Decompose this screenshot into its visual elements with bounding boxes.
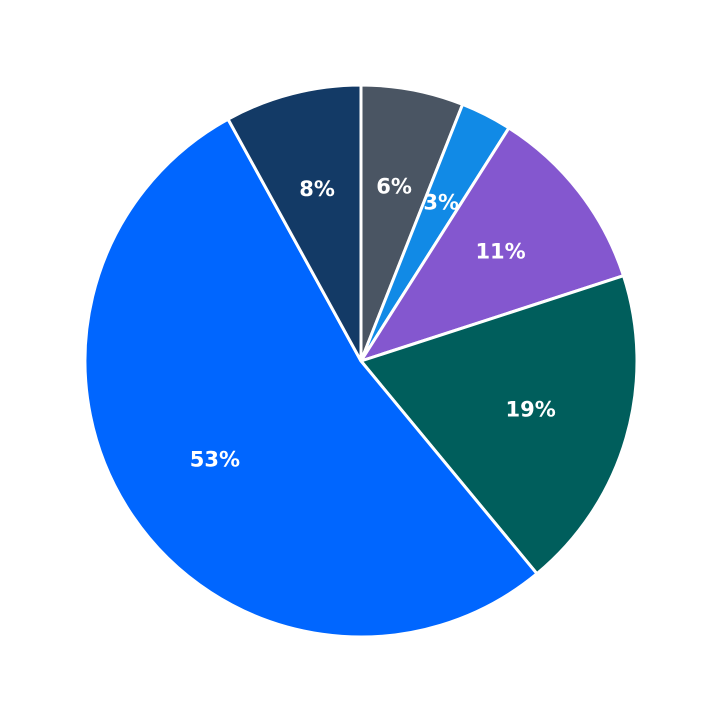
slice-label: 53% xyxy=(190,447,240,471)
slice-label: 19% xyxy=(505,397,555,421)
pie-slice xyxy=(226,83,363,363)
slice-label: 11% xyxy=(475,240,525,264)
pie-slice xyxy=(83,117,539,639)
slice-label: 6% xyxy=(376,174,412,198)
slice-label: 8% xyxy=(299,177,335,201)
pie-slice xyxy=(359,126,625,363)
slice-label: 3% xyxy=(423,191,459,215)
pie-slice xyxy=(359,274,639,576)
